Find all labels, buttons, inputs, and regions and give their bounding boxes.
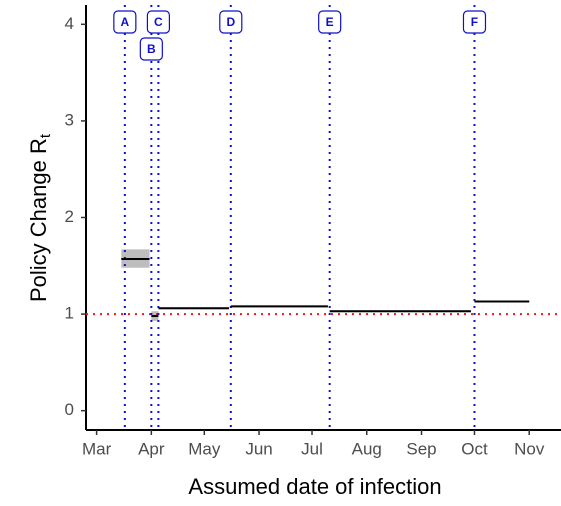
y-axis-title-main: Policy Change R	[26, 138, 51, 302]
event-label-box	[462, 10, 487, 34]
x-tick-label: Nov	[514, 439, 545, 458]
x-tick-label: Mar	[82, 439, 112, 458]
x-tick-label: Apr	[138, 439, 165, 458]
y-tick-label: 1	[65, 304, 74, 323]
event-label-box	[219, 10, 243, 34]
event-label: B	[147, 42, 156, 56]
y-tick-label: 4	[65, 14, 74, 33]
x-tick-label: Oct	[461, 439, 488, 458]
y-tick-label: 2	[65, 207, 74, 226]
event-label-box	[113, 10, 137, 34]
x-tick-label: Jun	[245, 439, 272, 458]
event-label-box	[146, 10, 170, 34]
y-tick-label: 0	[65, 400, 74, 419]
y-axis-title-sub: t	[37, 133, 54, 138]
x-tick-label: Aug	[352, 439, 382, 458]
event-label: F	[471, 15, 478, 29]
y-tick-label: 3	[65, 110, 74, 129]
x-tick-label: May	[188, 439, 221, 458]
y-axis-title: Policy Change Rt	[26, 133, 54, 302]
x-tick-label: Sep	[406, 439, 436, 458]
event-label-box	[318, 10, 342, 34]
event-label: A	[121, 15, 130, 29]
event-label: D	[226, 15, 235, 29]
x-tick-label: Jul	[301, 439, 323, 458]
x-axis-title: Assumed date of infection	[188, 474, 441, 499]
event-label: E	[326, 15, 334, 29]
event-label: C	[154, 15, 163, 29]
event-label-box	[139, 37, 163, 61]
